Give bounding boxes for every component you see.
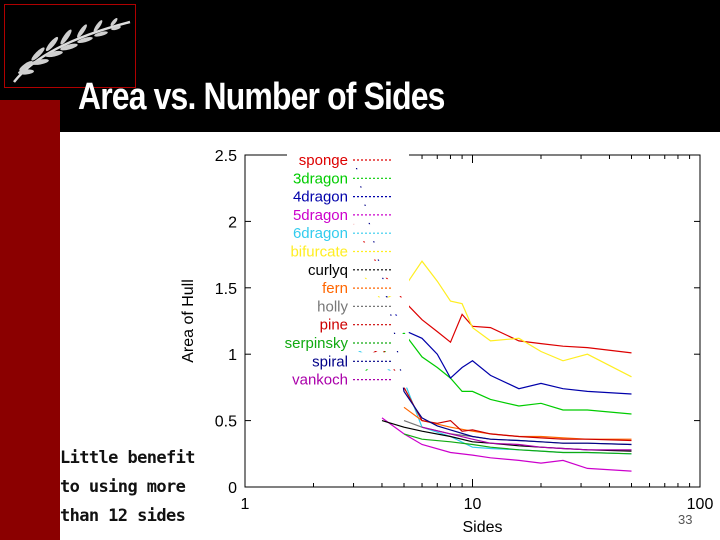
legend-bg [287,242,409,260]
callout-note: Little benefit to using more than 12 sid… [60,448,195,526]
legend-label-6dragon: 6dragon [293,225,348,242]
legend-label-bifurcate: bifurcate [290,244,348,261]
legend-label-sponge: sponge [299,152,348,169]
legend-bg [287,352,409,370]
silver-fern-icon [4,4,136,88]
y-tick-label: 0.5 [215,414,237,431]
series-line-vankoch [421,426,632,451]
legend-bg [287,297,409,315]
legend-label-serpinsky: serpinsky [285,335,349,352]
title-bar [0,0,720,132]
y-tick-label: 0 [228,480,237,497]
legend-label-holly: holly [317,298,348,315]
legend-label-curlyq: curlyq [308,262,348,279]
series-line-pine [353,346,632,442]
legend-bg [287,279,409,297]
series-line-4dragon [381,287,632,395]
series-line-5dragon [381,417,632,472]
legend-label-spiral: spiral [312,353,348,370]
page-number: 33 [678,512,693,527]
slide-title: Area vs. Number of Sides [78,76,445,118]
y-tick-label: 2 [228,214,237,231]
legend-label-pine: pine [320,317,348,334]
legend-label-4dragon: 4dragon [293,189,348,206]
legend-bg [287,334,409,351]
legend-bg [287,205,409,223]
y-tick-label: 1.5 [215,281,237,298]
legend-label-vankoch: vankoch [292,372,348,389]
line-chart: 0 0.5 1 1.5 2 2.5 1 10 100 Sides Area of Hull spong… [170,140,720,540]
side-accent-band [0,100,60,540]
legend-label-5dragon: 5dragon [293,207,348,224]
legend-bg [287,224,409,242]
legend-bg [287,151,409,168]
x-axis-label: Sides [462,519,502,536]
series-line-serpinsky [403,433,632,455]
x-tick-label: 10 [464,496,482,513]
y-tick-label: 2.5 [215,148,237,165]
legend-label-fern: fern [322,280,348,297]
x-tick-label: 1 [241,496,250,513]
y-tick-label: 1 [228,347,237,364]
x-tick-label: 100 [687,496,714,513]
legend-bg [287,169,409,187]
y-axis-label: Area of Hull [180,279,197,363]
legend-bg [287,187,409,205]
legend-bg [287,315,409,333]
legend-label-3dragon: 3dragon [293,170,348,187]
legend-bg [287,370,409,388]
chart-canvas: 0 0.5 1 1.5 2 2.5 1 10 100 Sides Area of Hull spong… [180,148,714,536]
legend-bg [287,260,409,278]
